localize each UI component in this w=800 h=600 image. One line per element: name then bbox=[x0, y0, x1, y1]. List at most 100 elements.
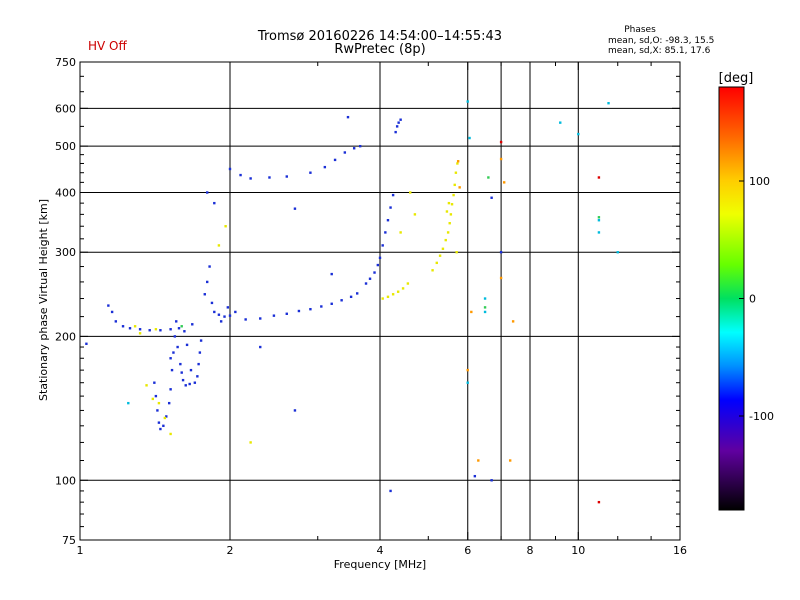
data-point bbox=[391, 193, 395, 197]
data-point bbox=[183, 330, 186, 333]
hv-status: HV Off bbox=[88, 39, 127, 53]
data-point bbox=[450, 203, 454, 206]
y-tick-label: 600 bbox=[55, 102, 76, 115]
data-point bbox=[217, 244, 221, 247]
data-point bbox=[203, 293, 206, 296]
x-tick-label: 1 bbox=[77, 544, 84, 557]
x-tick-label: 2 bbox=[227, 544, 234, 557]
x-tick-label: 8 bbox=[527, 544, 534, 557]
data-point bbox=[391, 293, 395, 296]
y-tick-label: 750 bbox=[55, 56, 76, 69]
data-point bbox=[157, 401, 161, 405]
data-point bbox=[396, 290, 400, 293]
data-point bbox=[172, 351, 175, 354]
data-point bbox=[597, 219, 601, 222]
data-point bbox=[197, 362, 200, 366]
data-point bbox=[607, 101, 610, 105]
phases-title: Phases bbox=[624, 25, 656, 35]
data-point bbox=[176, 345, 179, 349]
data-point bbox=[154, 394, 158, 398]
chart-title: Tromsø 20160226 14:54:00–14:55:43 bbox=[257, 29, 502, 44]
data-point bbox=[446, 231, 450, 234]
data-point bbox=[323, 165, 327, 169]
data-point bbox=[447, 201, 451, 205]
data-point bbox=[438, 254, 442, 257]
data-point bbox=[285, 175, 288, 178]
x-tick-label: 16 bbox=[673, 544, 687, 557]
data-point bbox=[333, 158, 337, 162]
data-point bbox=[185, 343, 189, 347]
data-point bbox=[487, 176, 490, 179]
data-point bbox=[213, 201, 216, 205]
data-point bbox=[352, 147, 356, 150]
data-point bbox=[397, 121, 400, 124]
data-point bbox=[127, 401, 130, 405]
data-point bbox=[389, 206, 392, 209]
chart-subtitle: RwPretec (8p) bbox=[334, 42, 425, 57]
y-tick-label: 100 bbox=[55, 474, 76, 487]
data-point bbox=[228, 167, 232, 171]
data-point bbox=[448, 222, 451, 225]
data-point bbox=[169, 432, 172, 436]
data-point bbox=[381, 297, 384, 300]
colorbar-tick-label: 0 bbox=[749, 293, 756, 306]
data-point bbox=[181, 378, 185, 382]
data-point bbox=[502, 181, 506, 184]
data-point bbox=[386, 295, 390, 299]
data-point bbox=[499, 157, 503, 161]
colorbar-label: [deg] bbox=[719, 71, 754, 86]
data-point bbox=[616, 251, 619, 254]
data-point bbox=[226, 306, 230, 309]
data-point bbox=[169, 388, 172, 391]
data-point bbox=[157, 421, 161, 424]
data-point bbox=[413, 213, 417, 216]
data-point bbox=[138, 332, 142, 335]
y-tick-label: 75 bbox=[62, 534, 76, 547]
data-point bbox=[490, 196, 493, 199]
y-tick-label: 400 bbox=[55, 186, 76, 199]
data-point bbox=[189, 368, 193, 372]
data-point bbox=[395, 125, 399, 128]
data-point bbox=[205, 280, 209, 284]
data-point bbox=[499, 251, 503, 254]
data-point bbox=[170, 368, 174, 372]
data-point bbox=[597, 216, 601, 219]
data-point bbox=[249, 177, 252, 180]
data-point bbox=[259, 345, 262, 349]
data-point bbox=[577, 132, 580, 136]
data-point bbox=[477, 459, 480, 462]
data-point bbox=[597, 500, 601, 504]
data-point bbox=[456, 160, 460, 163]
data-point bbox=[224, 225, 227, 228]
data-point bbox=[163, 416, 167, 420]
data-point bbox=[330, 302, 333, 305]
data-point bbox=[184, 384, 187, 387]
data-point bbox=[293, 409, 297, 412]
data-point bbox=[128, 327, 132, 330]
data-point bbox=[394, 130, 397, 134]
data-point bbox=[466, 368, 469, 372]
data-point bbox=[169, 357, 172, 360]
data-point bbox=[239, 173, 242, 177]
data-point bbox=[340, 299, 343, 302]
data-point bbox=[346, 115, 350, 119]
data-point bbox=[179, 362, 182, 366]
data-point bbox=[470, 310, 473, 314]
data-point bbox=[198, 351, 202, 354]
data-point bbox=[330, 272, 333, 276]
data-point bbox=[217, 313, 221, 316]
data-point bbox=[121, 325, 125, 328]
data-point bbox=[449, 213, 453, 216]
data-point bbox=[456, 162, 459, 165]
data-point bbox=[381, 244, 384, 247]
data-point bbox=[309, 171, 312, 174]
y-tick-label: 200 bbox=[55, 330, 76, 343]
x-tick-label: 6 bbox=[464, 544, 471, 557]
data-point bbox=[293, 207, 297, 210]
data-point bbox=[376, 263, 380, 267]
data-point bbox=[441, 247, 445, 250]
plot-frame bbox=[79, 61, 681, 541]
data-point bbox=[107, 304, 110, 307]
data-point bbox=[133, 325, 137, 328]
data-point bbox=[399, 118, 402, 121]
